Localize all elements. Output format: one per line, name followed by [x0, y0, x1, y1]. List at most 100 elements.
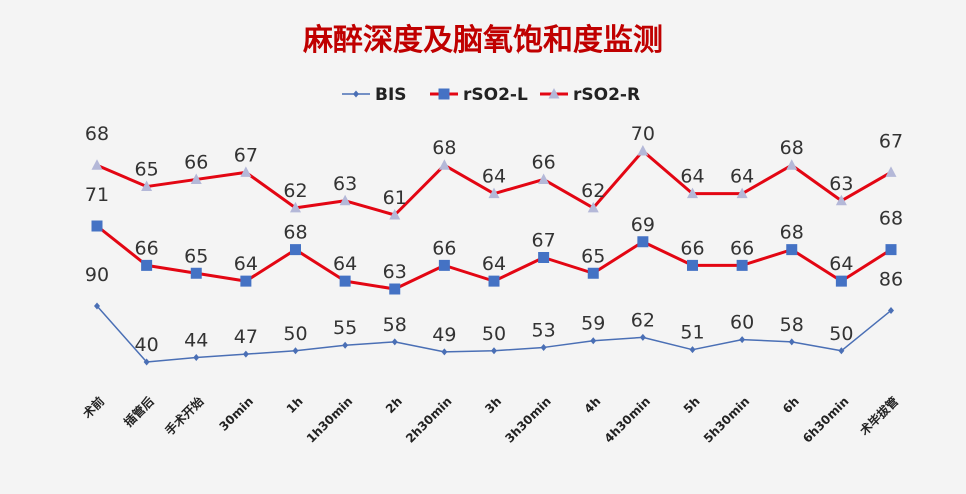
data-label-rso2-l-3: 64: [234, 253, 258, 275]
x-tick-label: 6h30min: [800, 394, 851, 445]
data-label-rso2-r-5: 63: [333, 173, 357, 195]
data-label-bis-8: 50: [482, 323, 506, 345]
data-label-bis-13: 60: [730, 312, 754, 334]
marker-rso2-l-7: [438, 259, 450, 271]
marker-bis-11: [639, 333, 646, 341]
data-label-rso2-l-10: 65: [581, 245, 605, 267]
marker-bis-1: [143, 358, 150, 366]
marker-bis-3: [242, 350, 249, 358]
legend-marker-rso2-l: [438, 88, 450, 100]
data-label-rso2-l-6: 63: [383, 261, 407, 283]
marker-bis-0: [94, 302, 100, 310]
x-tick-label: 3h: [482, 394, 504, 416]
marker-rso2-r-16: [885, 166, 897, 177]
data-label-rso2-r-6: 61: [383, 187, 407, 209]
marker-rso2-r-6: [389, 209, 401, 220]
data-label-bis-5: 55: [333, 317, 357, 339]
data-label-bis-9: 53: [532, 319, 556, 341]
marker-bis-6: [391, 338, 398, 346]
marker-rso2-l-2: [190, 267, 202, 279]
marker-rso2-r-9: [538, 173, 550, 184]
data-label-rso2-r-12: 64: [680, 166, 704, 188]
marker-rso2-l-10: [587, 267, 599, 279]
marker-bis-15: [838, 347, 845, 355]
marker-bis-9: [540, 343, 547, 351]
marker-bis-16: [888, 306, 894, 314]
marker-bis-13: [739, 336, 746, 344]
marker-rso2-l-0: [91, 220, 103, 232]
x-tick-label: 30min: [216, 394, 255, 433]
data-label-rso2-r-8: 64: [482, 166, 506, 188]
marker-rso2-l-13: [736, 259, 748, 271]
data-label-rso2-r-1: 65: [135, 159, 159, 181]
data-label-rso2-r-0: 68: [85, 123, 109, 145]
legend-marker-rso2-r: [548, 88, 560, 99]
legend-label-rso2-r: rSO2-R: [573, 85, 640, 105]
x-tick-label: 2h30min: [403, 394, 454, 445]
marker-rso2-l-15: [835, 275, 847, 287]
data-label-rso2-l-2: 65: [184, 245, 208, 267]
marker-bis-12: [689, 346, 696, 354]
legend-label-bis: BIS: [375, 85, 407, 105]
x-tick-label: 手术开始: [162, 394, 207, 439]
marker-rso2-r-3: [240, 166, 252, 177]
marker-rso2-l-3: [240, 275, 252, 287]
data-label-rso2-l-12: 66: [680, 237, 704, 259]
marker-bis-10: [590, 337, 597, 345]
data-label-bis-1: 40: [135, 334, 159, 356]
marker-rso2-l-14: [786, 244, 798, 256]
marker-rso2-r-7: [438, 159, 450, 170]
data-label-rso2-l-9: 67: [532, 230, 556, 252]
marker-bis-2: [193, 354, 200, 362]
marker-rso2-l-9: [538, 252, 550, 263]
data-label-rso2-l-11: 69: [631, 214, 655, 236]
x-tick-label: 4h: [582, 394, 604, 416]
marker-rso2-r-2: [190, 173, 202, 184]
series-markers: [91, 145, 897, 366]
marker-rso2-l-5: [339, 275, 351, 287]
marker-bis-4: [292, 347, 299, 355]
x-tick-label: 1h: [284, 394, 306, 416]
marker-bis-14: [788, 338, 795, 346]
marker-rso2-r-12: [687, 187, 698, 199]
data-label-rso2-r-3: 67: [234, 144, 258, 166]
data-label-rso2-l-0: 71: [85, 184, 109, 206]
data-label-rso2-l-5: 64: [333, 253, 357, 275]
legend: BIS rSO2-L rSO2-R: [342, 85, 640, 105]
marker-rso2-r-15: [835, 194, 847, 206]
marker-rso2-l-8: [488, 275, 500, 287]
data-label-rso2-l-13: 66: [730, 237, 754, 259]
marker-rso2-l-6: [389, 283, 401, 295]
data-label-rso2-l-15: 64: [829, 253, 853, 275]
chart-title: 麻醉深度及脑氧饱和度监测: [303, 23, 663, 58]
x-tick-label: 5h: [681, 394, 703, 416]
data-label-bis-10: 59: [581, 313, 605, 335]
data-label-rso2-r-7: 68: [432, 137, 456, 159]
data-label-bis-15: 50: [829, 323, 853, 345]
data-label-rso2-l-16: 68: [879, 208, 903, 230]
x-tick-label: 6h: [780, 394, 802, 416]
data-label-bis-0: 90: [85, 264, 109, 286]
marker-rso2-r-10: [587, 201, 599, 213]
data-label-rso2-r-14: 68: [780, 137, 804, 159]
x-tick-label: 插管后: [121, 394, 157, 430]
legend-marker-bis: [353, 90, 359, 98]
data-label-rso2-r-10: 62: [581, 180, 605, 202]
data-label-rso2-l-14: 68: [780, 222, 804, 244]
marker-rso2-r-8: [488, 187, 500, 199]
marker-bis-5: [342, 341, 349, 349]
data-label-rso2-r-16: 67: [879, 130, 903, 152]
marker-bis-7: [441, 348, 448, 356]
marker-rso2-l-11: [637, 236, 649, 248]
data-label-rso2-r-11: 70: [631, 123, 655, 145]
marker-rso2-l-1: [141, 259, 153, 271]
marker-rso2-l-16: [885, 244, 897, 256]
x-tick-label: 术前: [79, 394, 107, 422]
data-label-rso2-l-7: 66: [432, 237, 456, 259]
marker-rso2-r-1: [141, 180, 153, 192]
data-label-bis-4: 50: [283, 323, 307, 345]
data-label-rso2-l-4: 68: [283, 222, 307, 244]
data-label-rso2-r-9: 66: [532, 151, 556, 173]
